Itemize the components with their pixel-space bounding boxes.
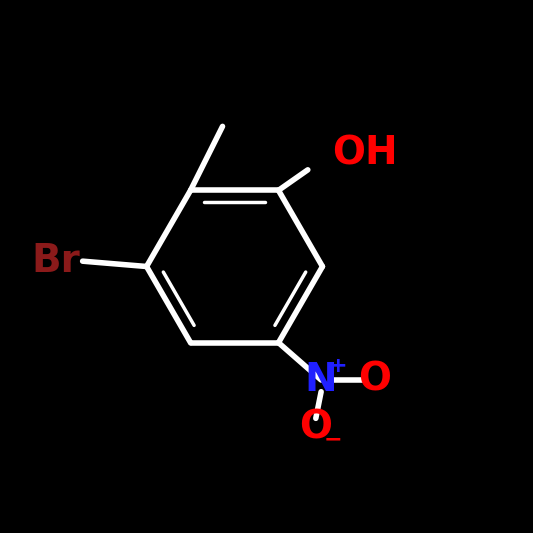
Text: Br: Br [31,242,80,280]
Text: O: O [358,361,391,399]
Text: OH: OH [332,134,398,172]
Text: N: N [305,361,337,399]
Text: O: O [300,409,332,447]
Text: +: + [329,356,348,376]
Text: −: − [324,430,343,450]
